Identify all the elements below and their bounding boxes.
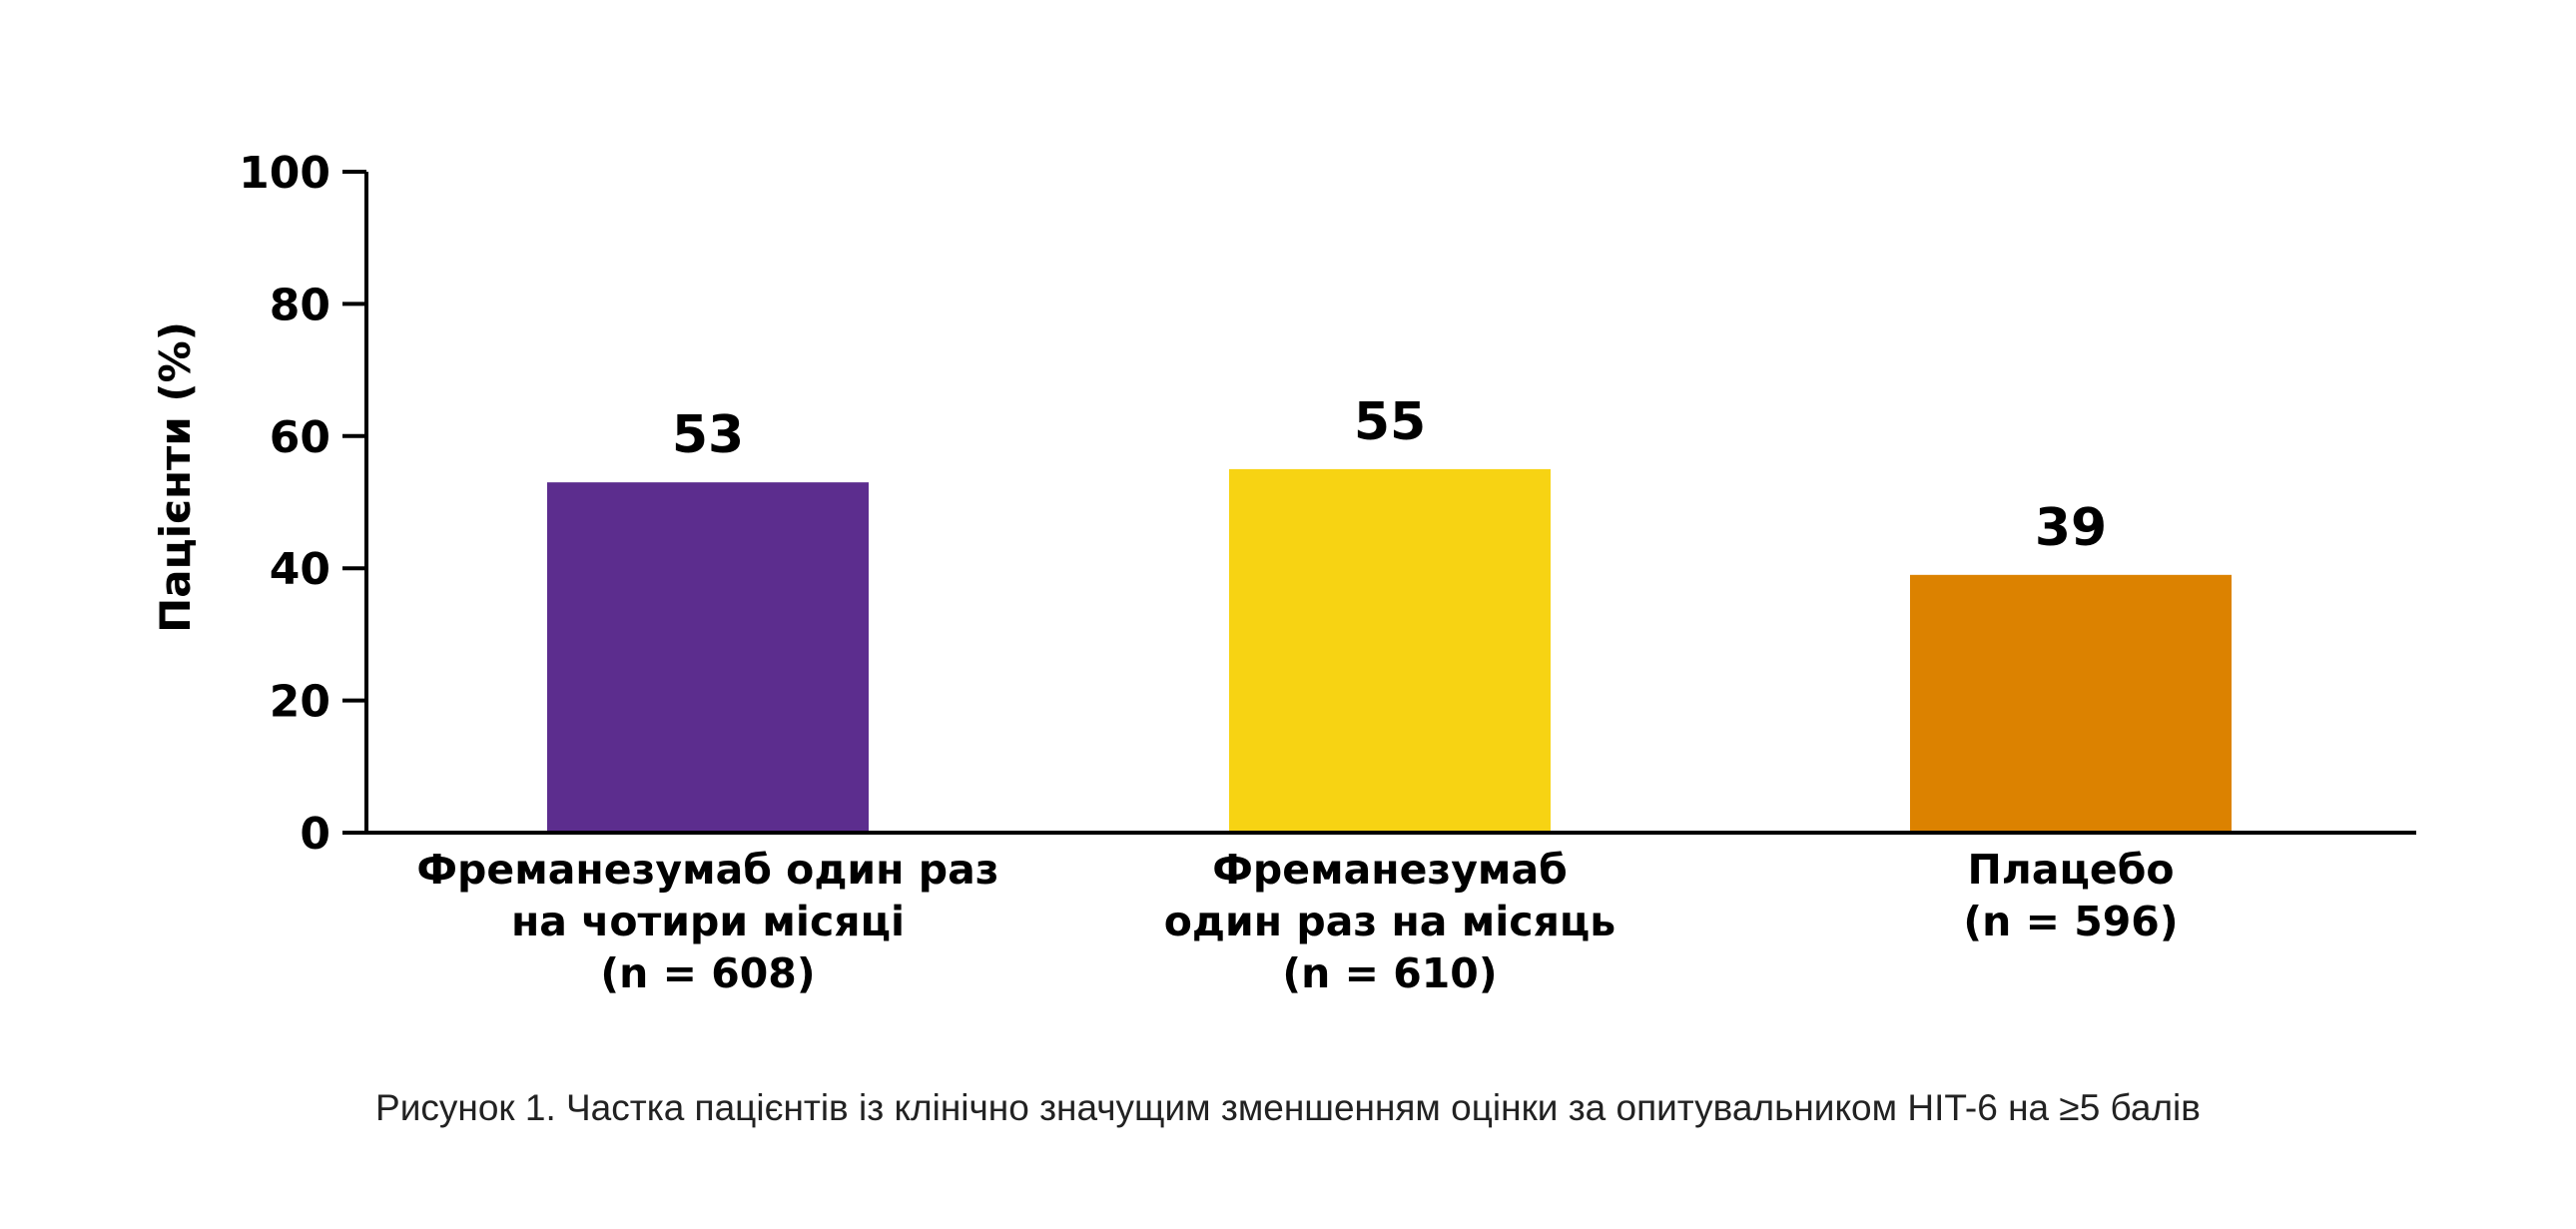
bar-value-label: 55: [1354, 392, 1426, 452]
y-axis: 0 20 40 60 80 100: [239, 148, 368, 860]
category-label: (n = 596): [1963, 898, 2178, 945]
y-tick-label: 100: [239, 148, 330, 199]
y-tick-label: 40: [270, 544, 330, 595]
y-tick-label: 80: [270, 280, 330, 330]
y-tick-label: 0: [300, 809, 330, 860]
bar: [1910, 574, 2232, 833]
category-label: один раз на місяць: [1164, 898, 1616, 945]
y-tick-label: 20: [270, 677, 330, 728]
category-label: (n = 608): [600, 949, 815, 997]
category-label: Плацебо: [1967, 846, 2174, 894]
category-label: Фреманезумаб: [1212, 846, 1568, 894]
category-label: (n = 610): [1282, 949, 1497, 997]
bar: [1229, 468, 1551, 833]
y-tick-label: 60: [270, 412, 330, 463]
bar-value-label: 39: [2035, 498, 2107, 558]
y-axis-title: Пацієнти (%): [151, 321, 200, 633]
category-label: на чотири місяці: [511, 898, 905, 945]
category-label: Фреманезумаб один раз: [416, 846, 998, 894]
figure-caption: Рисунок 1. Частка пацієнтів із клінічно …: [375, 1087, 2201, 1128]
bars: 53 55 39: [547, 392, 2232, 833]
bar-value-label: 53: [672, 405, 744, 465]
bar: [547, 482, 869, 833]
